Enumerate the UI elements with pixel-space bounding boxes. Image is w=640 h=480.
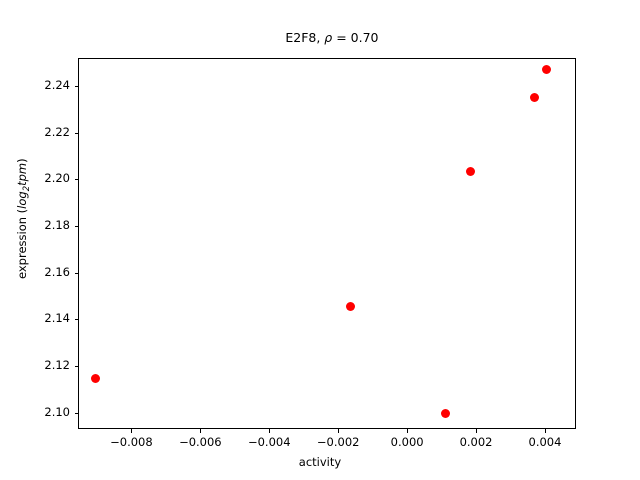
title-equals: =: [332, 30, 351, 45]
title-gene-label: E2F8: [285, 30, 317, 45]
x-axis-tick: [131, 429, 133, 433]
data-point: [465, 166, 475, 176]
y-axis-label-sub: 2: [21, 185, 32, 192]
y-axis-tick: [74, 179, 78, 181]
x-axis-tick-label: −0.004: [247, 435, 291, 449]
y-axis-tick-label: 2.22: [44, 124, 70, 139]
y-axis-label-log: log: [15, 191, 29, 209]
y-axis-tick-label: 2.18: [44, 218, 70, 233]
data-point: [440, 409, 450, 419]
title-separator: ,: [316, 30, 325, 45]
axes-frame: [78, 58, 576, 429]
rho-symbol: ρ: [324, 30, 333, 45]
y-axis-tick: [74, 272, 78, 274]
x-axis-tick: [407, 429, 409, 433]
y-axis-tick: [74, 86, 78, 88]
y-axis-tick: [74, 226, 78, 228]
x-axis-tick-label: 0.004: [528, 435, 562, 449]
x-axis-tick-label: 0.000: [390, 435, 424, 449]
x-axis-tick-label: 0.002: [459, 435, 493, 449]
y-axis-label: expression (log2tpm): [1, 36, 43, 416]
rho-value: 0.70: [350, 30, 379, 45]
y-axis-label-tpm: tpm: [15, 162, 29, 186]
y-axis-tick-label: 2.12: [44, 358, 70, 373]
data-point: [542, 65, 552, 75]
y-axis-tick: [74, 412, 78, 414]
chart-title-line-1: E2F8, ρ = 0.70: [0, 12, 640, 63]
x-axis-tick: [200, 429, 202, 433]
y-axis-tick: [74, 366, 78, 368]
y-axis-tick-label: 2.10: [44, 404, 70, 419]
y-axis-tick-label: 2.20: [44, 171, 70, 186]
y-axis-tick: [74, 132, 78, 134]
y-axis-tick-label: 2.14: [44, 311, 70, 326]
y-axis-tick-label: 2.24: [44, 78, 70, 93]
y-axis-tick-label: 2.16: [44, 264, 70, 279]
x-axis-label: activity: [298, 455, 342, 469]
x-axis-tick: [338, 429, 340, 433]
x-axis-tick-label: −0.008: [110, 435, 153, 449]
y-axis-label-close: ): [15, 158, 29, 163]
data-point: [345, 302, 355, 312]
x-axis-tick-label: −0.006: [179, 435, 222, 449]
data-point: [91, 374, 101, 384]
x-axis-tick: [476, 429, 478, 433]
plot-area: [78, 58, 576, 429]
x-axis-tick-label: −0.002: [316, 435, 360, 449]
x-axis-tick: [269, 429, 271, 433]
data-point: [530, 92, 540, 102]
x-axis-tick: [544, 429, 546, 433]
y-axis-label-main: expression (: [15, 208, 29, 280]
y-axis-tick: [74, 319, 78, 321]
